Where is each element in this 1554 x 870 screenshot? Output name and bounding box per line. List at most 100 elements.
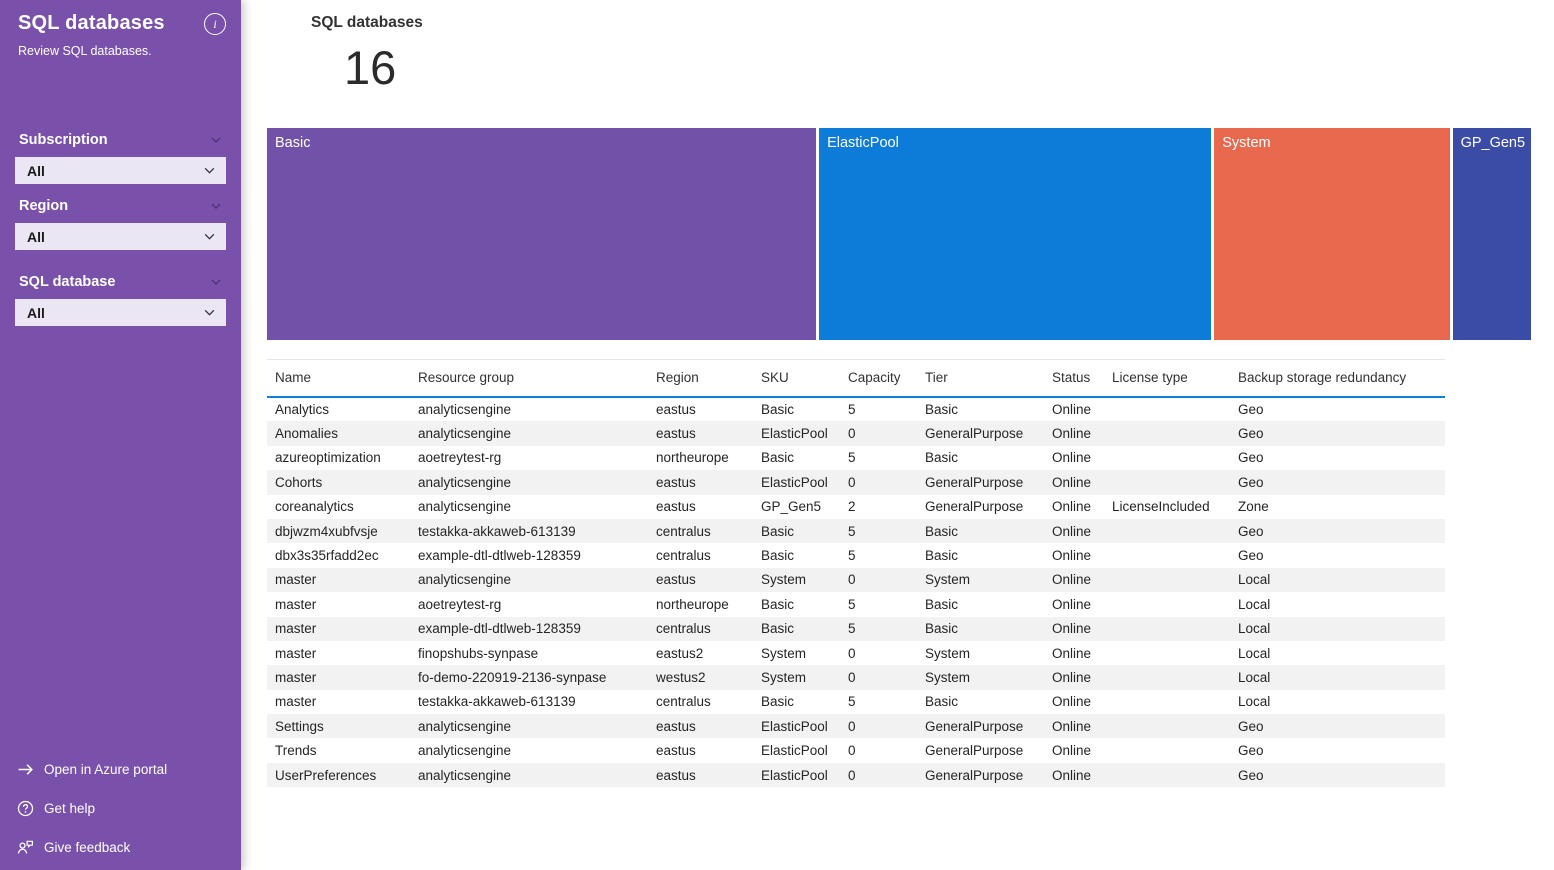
cell-capacity: 5 bbox=[848, 402, 856, 418]
cell-status: Online bbox=[1052, 596, 1092, 612]
cell-name: UserPreferences bbox=[275, 767, 377, 783]
sql-database-dropdown-value: All bbox=[27, 304, 45, 321]
table-row[interactable]: dbjwzm4xubfvsje testakka-akkaweb-613139 ce… bbox=[267, 518, 1445, 544]
cell-backup-storage-redundancy: Local bbox=[1238, 621, 1271, 637]
cell-name: Settings bbox=[275, 718, 324, 734]
cell-status: Online bbox=[1052, 621, 1092, 637]
cell-status: Online bbox=[1052, 743, 1092, 759]
sku-treemap: Basic ElasticPool System GP_Gen5 bbox=[267, 128, 1531, 340]
cell-resource-group: analyticsengine bbox=[418, 474, 512, 490]
cell-sku: System bbox=[761, 572, 807, 588]
column-header-name[interactable]: Name bbox=[267, 359, 410, 398]
cell-resource-group: analyticsengine bbox=[418, 426, 512, 442]
column-header-status[interactable]: Status bbox=[1044, 359, 1104, 398]
chevron-down-icon bbox=[211, 203, 221, 209]
column-header-sku[interactable]: SKU bbox=[753, 359, 840, 398]
column-header-license-type[interactable]: License type bbox=[1104, 359, 1230, 398]
table-row[interactable]: dbx3s35rfadd2ec example-dtl-dtlweb-128359… bbox=[267, 543, 1445, 567]
cell-tier: GeneralPurpose bbox=[925, 743, 1024, 759]
metric-value: 16 bbox=[344, 41, 397, 94]
open-in-azure-portal-link[interactable]: Open in Azure portal bbox=[17, 761, 167, 778]
cell-name: azureoptimization bbox=[275, 450, 381, 466]
table-row[interactable]: master analyticsengine eastus System 0 System… bbox=[267, 567, 1445, 593]
cell-status: Online bbox=[1052, 499, 1092, 515]
cell-sku: ElasticPool bbox=[761, 743, 828, 759]
get-help-link[interactable]: Get help bbox=[17, 800, 167, 817]
sidebar-title: SQL databases bbox=[18, 12, 165, 34]
cell-sku: Basic bbox=[761, 621, 795, 637]
filter-sql-database-header[interactable]: SQL database bbox=[15, 274, 226, 290]
treemap-segment-gp-gen5[interactable]: GP_Gen5 bbox=[1452, 128, 1531, 340]
table-row[interactable]: master aoetreytest-rg northeurope Basic 5 Bas… bbox=[267, 592, 1445, 616]
cell-resource-group: finopshubs-synpase bbox=[418, 645, 539, 661]
cell-capacity: 5 bbox=[848, 548, 856, 564]
table-row[interactable]: azureoptimization aoetreytest-rg northeuro… bbox=[267, 446, 1445, 470]
table-row[interactable]: master testakka-akkaweb-613139 centralus Ba… bbox=[267, 690, 1445, 714]
column-header-tier[interactable]: Tier bbox=[917, 359, 1044, 398]
cell-license-type bbox=[1104, 641, 1230, 665]
column-header-region[interactable]: Region bbox=[648, 359, 753, 398]
treemap-segment-basic[interactable]: Basic bbox=[267, 128, 817, 340]
cell-sku: Basic bbox=[761, 694, 795, 710]
cell-resource-group: testakka-akkaweb-613139 bbox=[418, 523, 576, 539]
cell-backup-storage-redundancy: Geo bbox=[1238, 743, 1264, 759]
cell-capacity: 0 bbox=[848, 669, 856, 685]
cell-region: eastus bbox=[656, 426, 696, 442]
cell-backup-storage-redundancy: Geo bbox=[1238, 426, 1264, 442]
cell-status: Online bbox=[1052, 426, 1092, 442]
cell-region: northeurope bbox=[656, 596, 729, 612]
subscription-dropdown[interactable]: All bbox=[15, 157, 226, 184]
info-icon[interactable]: i bbox=[204, 13, 226, 35]
sidebar-header: SQL databases i bbox=[0, 0, 241, 35]
help-icon bbox=[17, 800, 34, 817]
table-row[interactable]: master finopshubs-synpase eastus2 System 0 Sy… bbox=[267, 641, 1445, 665]
cell-license-type bbox=[1104, 763, 1230, 787]
cell-region: eastus bbox=[656, 718, 696, 734]
filter-region-header[interactable]: Region bbox=[15, 198, 226, 214]
databases-table: Name Resource group Region SKU Capacity Tier S… bbox=[267, 359, 1445, 788]
table-row[interactable]: coreanalytics analyticsengine eastus GP_Gen… bbox=[267, 495, 1445, 519]
column-header-resource-group[interactable]: Resource group bbox=[410, 359, 648, 398]
filter-region-label: Region bbox=[19, 198, 69, 214]
cell-sku: Basic bbox=[761, 523, 795, 539]
filters-panel: Subscription All Region All SQL database bbox=[15, 132, 226, 340]
give-feedback-link[interactable]: Give feedback bbox=[17, 839, 167, 856]
region-dropdown[interactable]: All bbox=[15, 223, 226, 250]
cell-sku: Basic bbox=[761, 450, 795, 466]
cell-name: Trends bbox=[275, 743, 317, 759]
cell-tier: Basic bbox=[925, 621, 959, 637]
column-header-backup-storage-redundancy[interactable]: Backup storage redundancy bbox=[1230, 359, 1445, 398]
cell-backup-storage-redundancy: Geo bbox=[1238, 450, 1264, 466]
sql-database-dropdown[interactable]: All bbox=[15, 299, 226, 326]
filter-sql-database: SQL database All bbox=[15, 274, 226, 326]
table-row[interactable]: Trends analyticsengine eastus ElasticPool 0 G… bbox=[267, 738, 1445, 762]
cell-region: centralus bbox=[656, 548, 711, 564]
filter-subscription-header[interactable]: Subscription bbox=[15, 132, 226, 148]
table-row[interactable]: Cohorts analyticsengine eastus ElasticPool 0… bbox=[267, 470, 1445, 495]
table-row[interactable]: UserPreferences analyticsengine eastus Elas… bbox=[267, 762, 1445, 788]
cell-region: eastus bbox=[656, 743, 696, 759]
table-row[interactable]: Anomalies analyticsengine eastus ElasticPoo… bbox=[267, 421, 1445, 446]
cell-name: dbx3s35rfadd2ec bbox=[275, 548, 379, 564]
cell-region: northeurope bbox=[656, 450, 729, 466]
cell-status: Online bbox=[1052, 669, 1092, 685]
table-row[interactable]: master fo-demo-220919-2136-synpase westus2… bbox=[267, 665, 1445, 690]
column-header-capacity[interactable]: Capacity bbox=[840, 359, 917, 398]
cell-region: westus2 bbox=[656, 669, 706, 685]
treemap-segment-elasticpool[interactable]: ElasticPool bbox=[819, 128, 1212, 340]
chevron-down-icon bbox=[204, 309, 215, 316]
arrow-right-icon bbox=[18, 764, 33, 775]
cell-tier: GeneralPurpose bbox=[925, 499, 1024, 515]
cell-resource-group: analyticsengine bbox=[418, 499, 512, 515]
treemap-segment-system[interactable]: System bbox=[1214, 128, 1450, 340]
table-row[interactable]: master example-dtl-dtlweb-128359 centralus… bbox=[267, 616, 1445, 641]
cell-backup-storage-redundancy: Geo bbox=[1238, 548, 1264, 564]
cell-tier: Basic bbox=[925, 548, 959, 564]
table-row[interactable]: Settings analyticsengine eastus ElasticPool… bbox=[267, 714, 1445, 739]
cell-status: Online bbox=[1052, 767, 1092, 783]
cell-tier: Basic bbox=[925, 523, 959, 539]
cell-backup-storage-redundancy: Local bbox=[1238, 694, 1271, 710]
table-row[interactable]: Analytics analyticsengine eastus Basic 5 Basi… bbox=[267, 397, 1445, 421]
cell-tier: Basic bbox=[925, 450, 959, 466]
cell-capacity: 0 bbox=[848, 572, 856, 588]
